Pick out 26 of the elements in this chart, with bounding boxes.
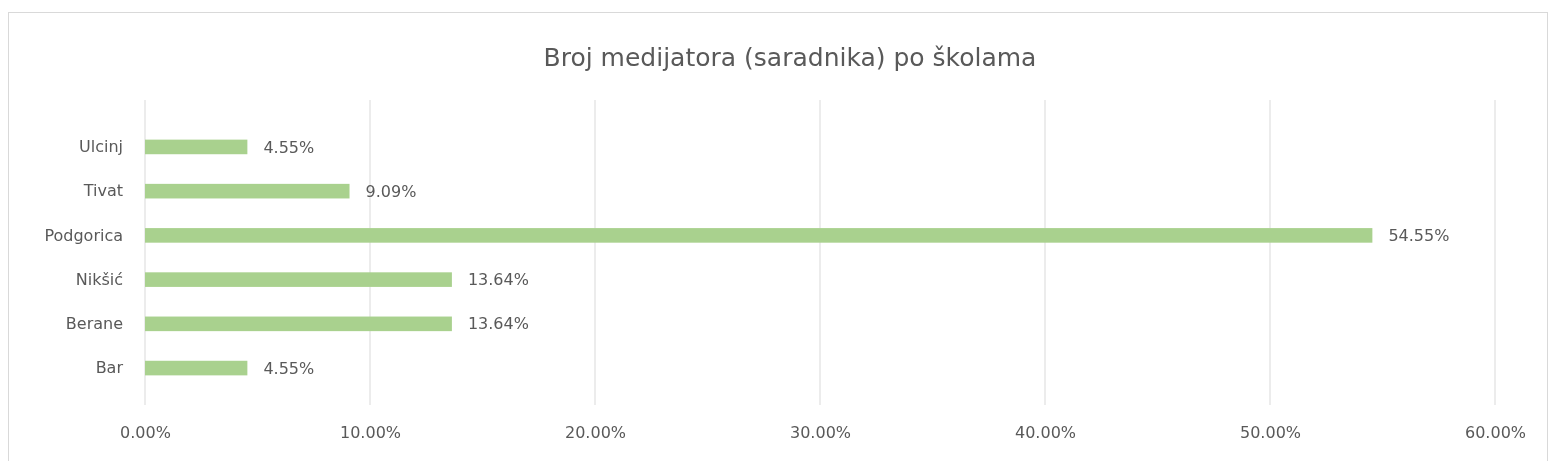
bar (145, 183, 350, 199)
data-label: 4.55% (263, 358, 315, 378)
y-tick-label: Ulcinj (79, 137, 123, 157)
y-tick-label: Tivat (82, 181, 123, 201)
y-tick-label: Berane (65, 313, 123, 333)
x-tick-label: 20.00% (564, 423, 627, 443)
bar (145, 360, 248, 376)
x-tick-label: 40.00% (1014, 423, 1077, 443)
x-tick-label: 0.00% (120, 423, 171, 443)
x-tick-label: 60.00% (1464, 423, 1527, 443)
x-tick-label: 30.00% (789, 423, 852, 443)
bar (145, 139, 248, 155)
bar (145, 316, 452, 332)
chart-title: Broj medijatora (saradnika) po školama (543, 43, 1037, 72)
y-tick-label: Bar (95, 358, 124, 378)
y-tick-label: Nikšić (75, 269, 123, 289)
x-tick-label: 10.00% (339, 423, 402, 443)
data-label: 54.55% (1388, 225, 1450, 245)
data-label: 9.09% (365, 181, 417, 201)
bar (145, 272, 452, 287)
data-label: 13.64% (467, 270, 529, 290)
y-tick-label: Podgorica (44, 225, 123, 245)
data-label: 4.55% (263, 137, 315, 157)
x-tick-label: 50.00% (1239, 423, 1302, 443)
bar (145, 228, 1373, 243)
data-label: 13.64% (467, 314, 529, 334)
